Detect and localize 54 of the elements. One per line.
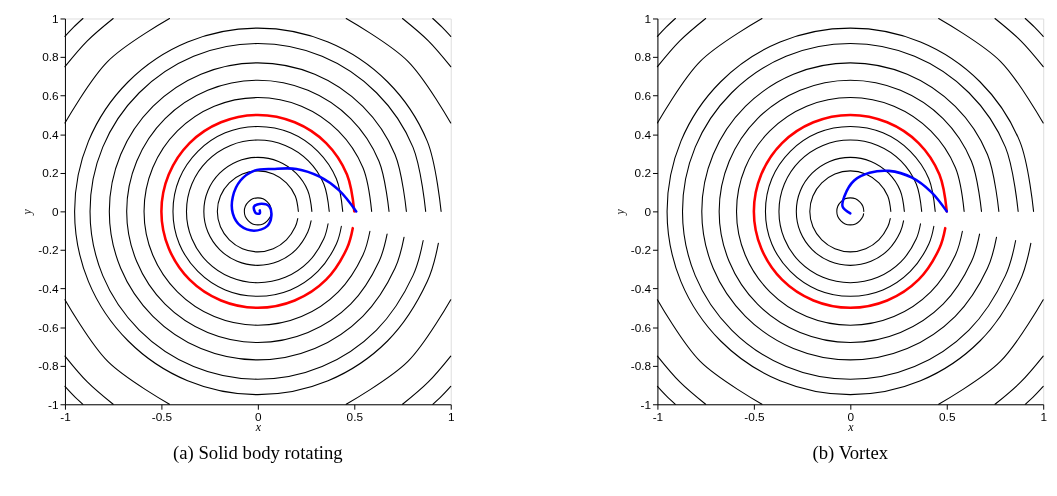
line-series: [701, 62, 1000, 361]
line-series: [681, 43, 1019, 380]
line-series: [836, 197, 865, 226]
y-axis-title: y: [20, 208, 35, 216]
y-tick-label: 0: [52, 204, 59, 219]
line-series: [203, 156, 313, 266]
line-series: [243, 197, 272, 226]
y-tick-label: 1: [52, 11, 59, 26]
line-series: [735, 97, 965, 326]
y-tick-label: 1: [644, 11, 652, 26]
x-tick-label: 1: [1040, 409, 1047, 424]
y-axis-title: y: [612, 208, 627, 216]
line-series: [752, 113, 949, 310]
text: (a) Solid body rotating: [172, 442, 343, 465]
line-series: [841, 169, 949, 215]
x-tick-label: -0.5: [744, 409, 765, 424]
y-tick-label: 0.6: [42, 89, 59, 104]
line-series: [764, 125, 936, 297]
y-tick-label: -0.2: [630, 243, 652, 258]
y-tick-label: -1: [640, 397, 652, 412]
x-tick-label: -0.5: [151, 409, 173, 424]
y-tick-label: 0.8: [634, 50, 652, 65]
line-series: [230, 167, 358, 232]
y-tick-label: -0.8: [38, 359, 59, 374]
y-tick-label: 0.6: [634, 89, 652, 104]
line-series: [143, 97, 373, 326]
line-series: [216, 170, 299, 253]
line-series: [160, 113, 356, 310]
line-series: [89, 43, 427, 380]
y-tick-label: -0.6: [38, 320, 59, 335]
y-tick-label: 0: [644, 204, 652, 219]
y-tick-label: -1: [48, 397, 59, 412]
y-tick-label: 0.2: [42, 166, 59, 181]
y-tick-label: 0.4: [634, 127, 652, 142]
line-series: [172, 125, 344, 297]
line-series: [185, 139, 330, 284]
y-tick-label: 0.4: [42, 127, 59, 142]
y-tick-label: -0.8: [630, 359, 652, 374]
y-tick-label: -0.4: [38, 281, 59, 296]
line-series: [795, 156, 905, 266]
y-tick-label: 0.2: [634, 166, 652, 181]
y-tick-label: -0.6: [630, 320, 652, 335]
y-tick-label: 0.8: [42, 50, 59, 65]
x-tick-label: 0.5: [346, 409, 364, 424]
x-tick-label: 0.5: [939, 409, 956, 424]
line-series: [126, 79, 390, 344]
y-tick-label: -0.4: [630, 281, 652, 296]
line-series: [718, 79, 983, 344]
line-series: [108, 62, 407, 361]
x-tick-label: 1: [447, 409, 455, 424]
line-series: [778, 139, 923, 284]
text: (b) Vortex: [812, 442, 889, 465]
line-series: [809, 170, 892, 253]
y-tick-label: -0.2: [38, 243, 59, 258]
